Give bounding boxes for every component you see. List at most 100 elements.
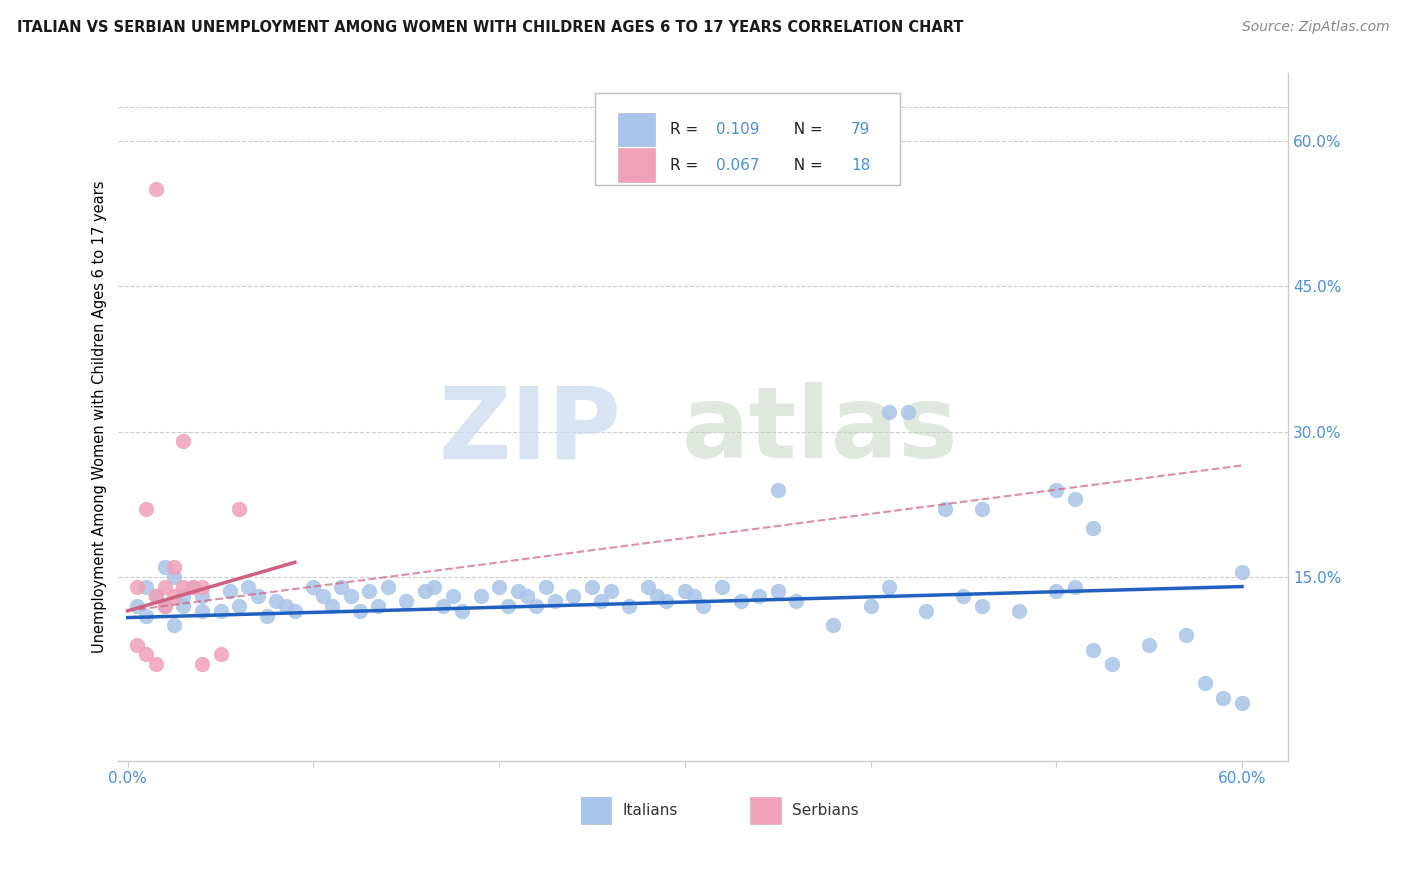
- Point: [877, 580, 900, 594]
- Point: [1063, 492, 1085, 507]
- Text: atlas: atlas: [682, 383, 959, 479]
- Point: [172, 580, 194, 594]
- Point: [952, 589, 974, 603]
- Point: [748, 589, 770, 603]
- Point: [524, 599, 547, 613]
- Point: [153, 580, 176, 594]
- Text: 79: 79: [851, 122, 870, 136]
- Point: [423, 580, 446, 594]
- Bar: [751, 797, 780, 823]
- Text: R =: R =: [669, 158, 703, 172]
- Point: [692, 599, 714, 613]
- Point: [145, 589, 167, 603]
- Point: [1230, 696, 1253, 710]
- Point: [209, 604, 232, 618]
- Point: [191, 657, 214, 671]
- Text: ZIP: ZIP: [439, 383, 621, 479]
- Point: [312, 589, 335, 603]
- Text: Italians: Italians: [623, 803, 678, 818]
- Point: [1045, 584, 1067, 599]
- Bar: [619, 112, 655, 145]
- Text: N =: N =: [785, 158, 828, 172]
- Point: [498, 599, 520, 613]
- Point: [823, 618, 845, 632]
- Point: [934, 502, 956, 516]
- Point: [395, 594, 418, 608]
- Point: [488, 580, 510, 594]
- Point: [172, 434, 194, 449]
- Point: [1008, 604, 1031, 618]
- Point: [766, 584, 789, 599]
- Point: [516, 589, 538, 603]
- Point: [153, 560, 176, 574]
- Point: [359, 584, 381, 599]
- Point: [135, 580, 157, 594]
- Point: [163, 589, 186, 603]
- Point: [970, 599, 993, 613]
- Point: [181, 580, 204, 594]
- Point: [181, 580, 204, 594]
- Text: 0.067: 0.067: [716, 158, 759, 172]
- Point: [302, 580, 325, 594]
- Text: R =: R =: [669, 122, 703, 136]
- Point: [413, 584, 436, 599]
- Point: [637, 580, 659, 594]
- Point: [274, 599, 297, 613]
- Point: [238, 580, 260, 594]
- Point: [172, 599, 194, 613]
- Point: [163, 618, 186, 632]
- Point: [1045, 483, 1067, 497]
- Point: [153, 599, 176, 613]
- Point: [562, 589, 585, 603]
- Point: [766, 483, 789, 497]
- Point: [673, 584, 696, 599]
- Point: [451, 604, 474, 618]
- Point: [163, 570, 186, 584]
- Y-axis label: Unemployment Among Women with Children Ages 6 to 17 years: Unemployment Among Women with Children A…: [93, 181, 107, 653]
- Point: [591, 594, 613, 608]
- Point: [730, 594, 752, 608]
- Text: N =: N =: [785, 122, 828, 136]
- Point: [1212, 691, 1234, 706]
- Text: Serbians: Serbians: [793, 803, 859, 818]
- Point: [599, 584, 621, 599]
- Point: [915, 604, 938, 618]
- Point: [1175, 628, 1198, 642]
- Point: [145, 589, 167, 603]
- Point: [135, 608, 157, 623]
- FancyBboxPatch shape: [595, 93, 900, 186]
- Point: [970, 502, 993, 516]
- Point: [1083, 521, 1105, 535]
- Point: [877, 405, 900, 419]
- Point: [785, 594, 807, 608]
- Point: [191, 580, 214, 594]
- Point: [246, 589, 269, 603]
- Point: [1137, 638, 1160, 652]
- Point: [209, 648, 232, 662]
- Point: [125, 599, 148, 613]
- Point: [145, 657, 167, 671]
- Point: [284, 604, 307, 618]
- Point: [859, 599, 882, 613]
- Point: [172, 589, 194, 603]
- Point: [153, 599, 176, 613]
- Point: [135, 648, 157, 662]
- Point: [191, 604, 214, 618]
- Point: [330, 580, 353, 594]
- Point: [544, 594, 567, 608]
- Point: [432, 599, 454, 613]
- Point: [534, 580, 557, 594]
- Point: [470, 589, 492, 603]
- Point: [145, 182, 167, 196]
- Point: [191, 589, 214, 603]
- Point: [125, 638, 148, 652]
- Point: [339, 589, 361, 603]
- Point: [266, 594, 288, 608]
- Bar: [581, 797, 612, 823]
- Point: [1230, 565, 1253, 579]
- Point: [256, 608, 278, 623]
- Point: [617, 599, 640, 613]
- Point: [125, 580, 148, 594]
- Point: [321, 599, 343, 613]
- Text: 18: 18: [851, 158, 870, 172]
